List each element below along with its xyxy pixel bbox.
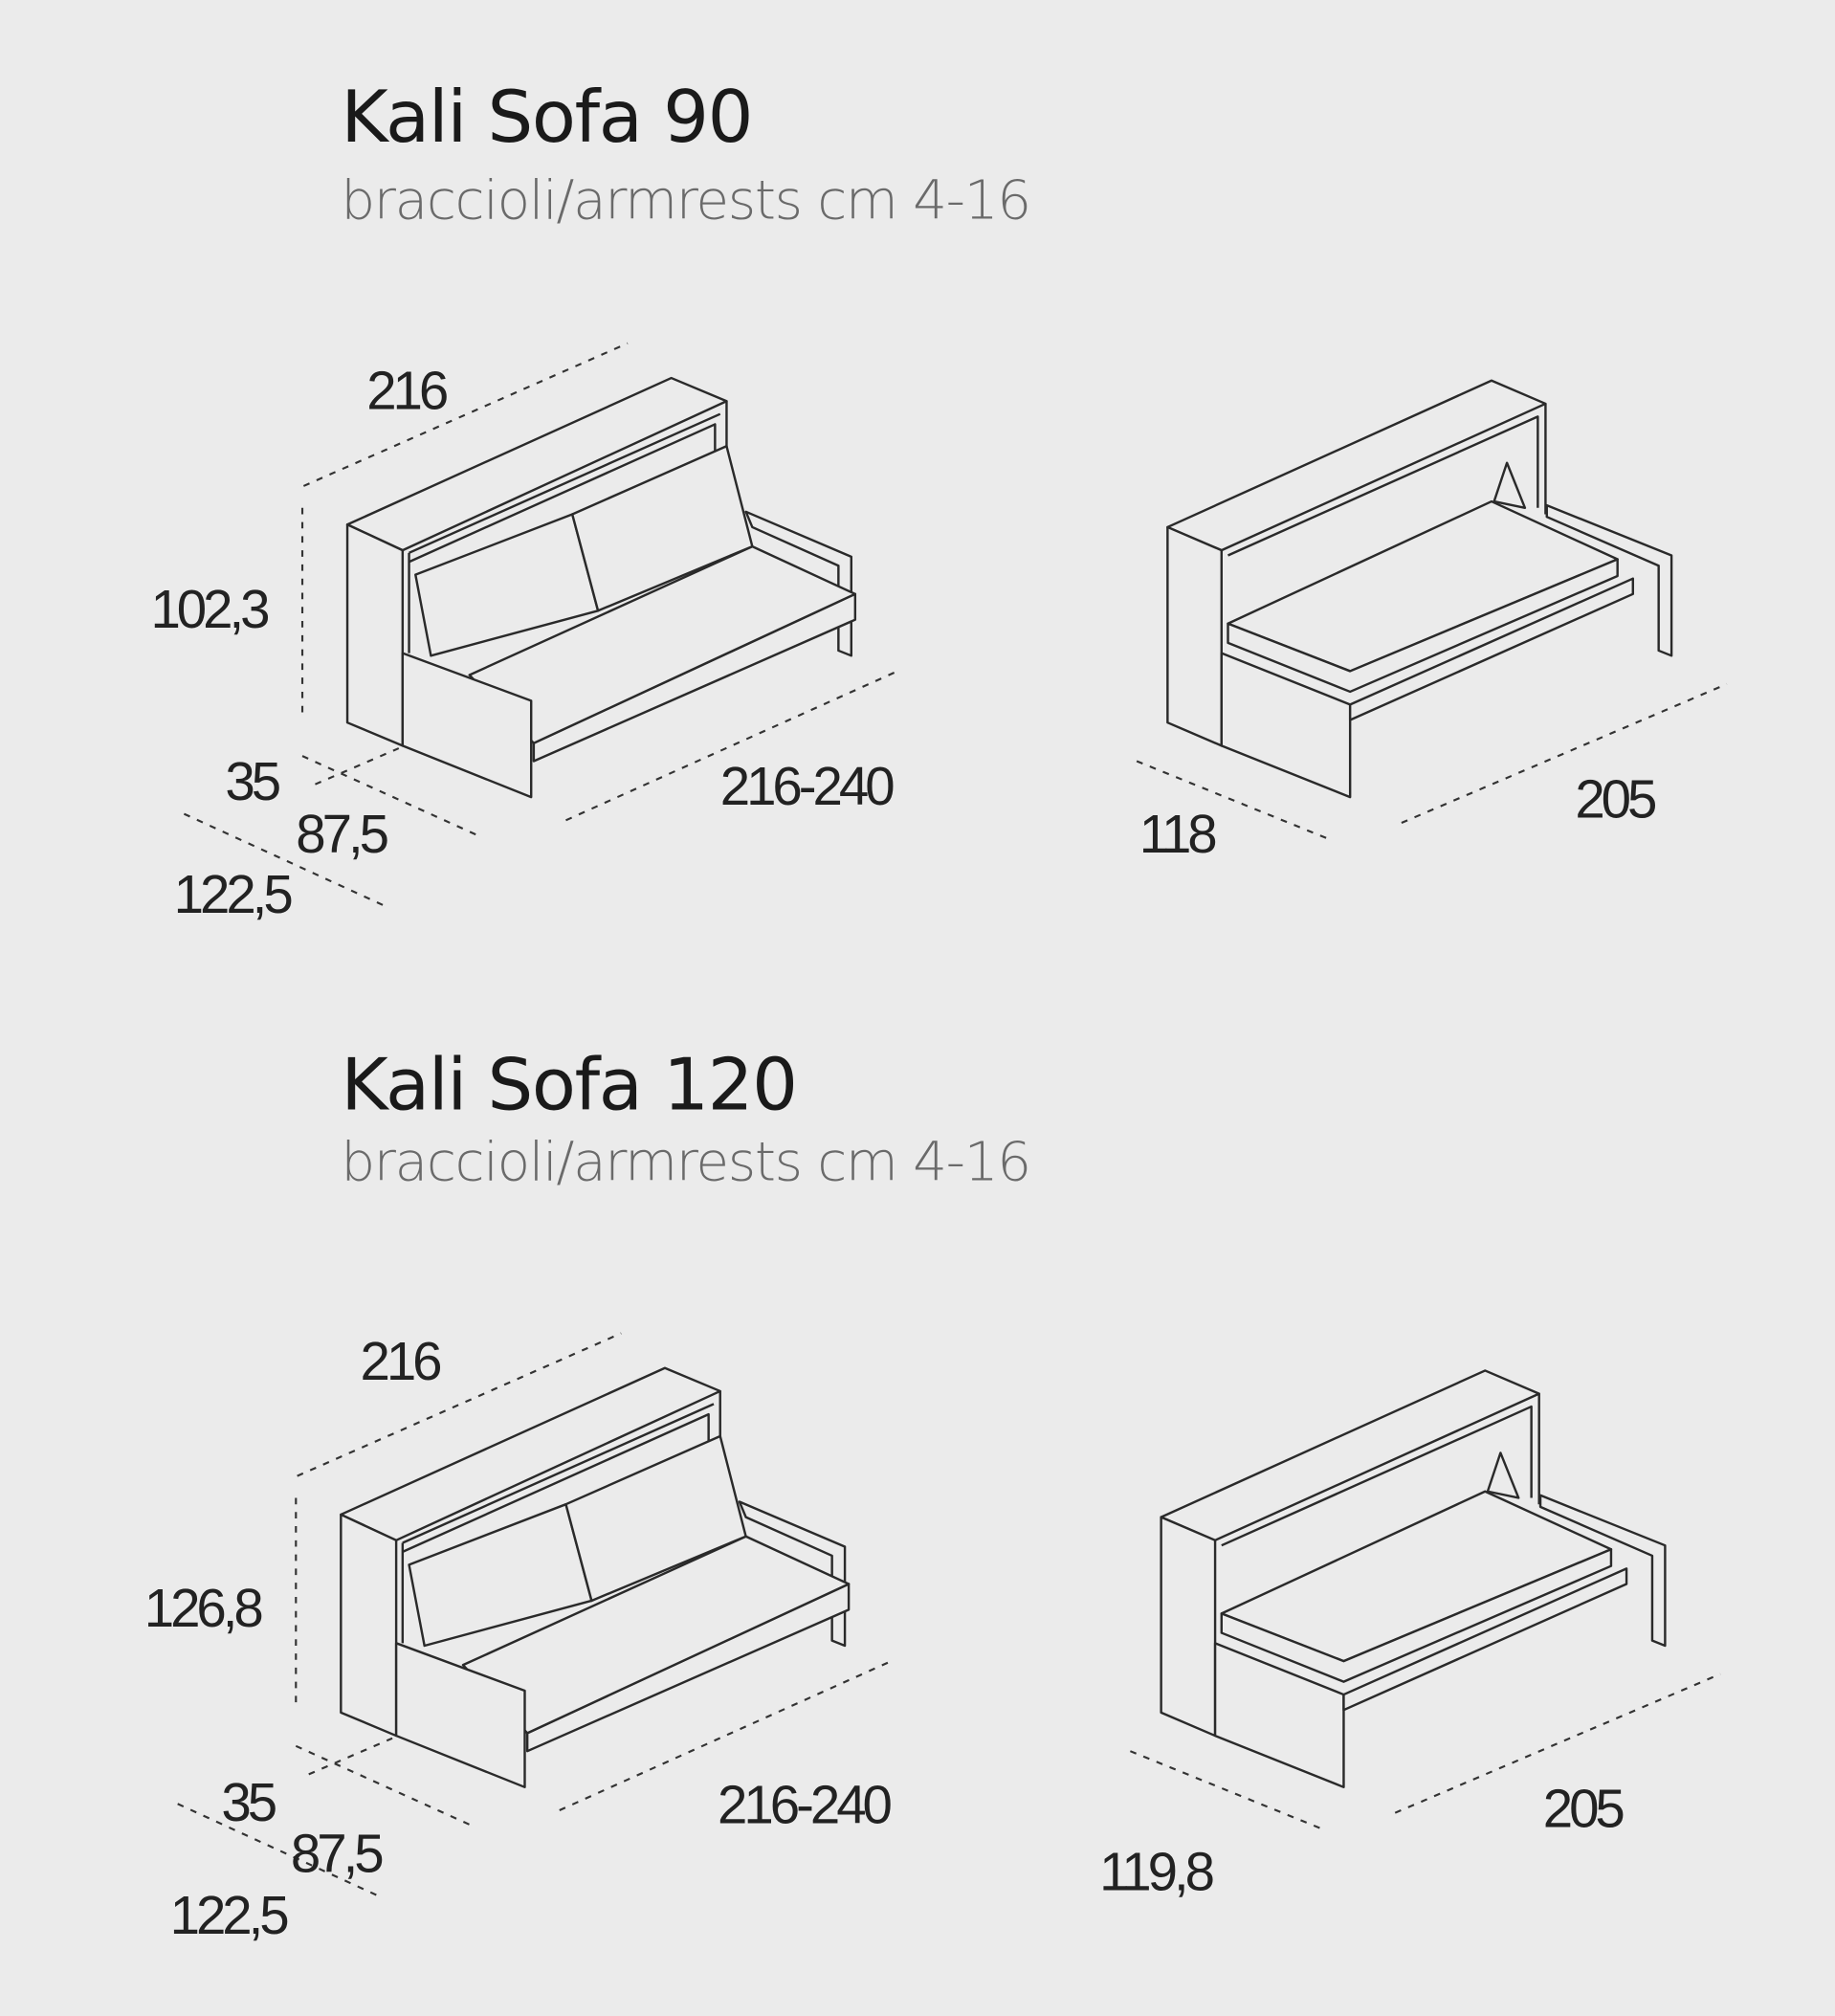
sofa-drawing bbox=[183, 342, 899, 908]
dim-bed-length: 205 bbox=[1543, 1778, 1625, 1838]
dim-depth-total: 122,5 bbox=[170, 1885, 289, 1945]
model-title: Kali Sofa 120 bbox=[341, 1043, 796, 1127]
bed-drawing bbox=[1129, 1369, 1722, 1830]
dim-depth-seat: 87,5 bbox=[296, 804, 387, 864]
dim-bed-depth: 118 bbox=[1139, 804, 1216, 864]
model-kali-sofa-90: Kali Sofa 90 braccioli/armrests cm 4-16 … bbox=[150, 75, 1729, 924]
dim-width-open: 216-240 bbox=[720, 756, 894, 816]
dim-bed-depth: 119,8 bbox=[1099, 1841, 1213, 1901]
dim-bed-length: 205 bbox=[1575, 769, 1656, 830]
dim-height: 102,3 bbox=[150, 579, 268, 639]
dim-depth-cabinet: 35 bbox=[225, 751, 279, 811]
dim-width-top: 216 bbox=[360, 1331, 440, 1391]
model-title: Kali Sofa 90 bbox=[341, 75, 752, 159]
dim-depth-total: 122,5 bbox=[174, 864, 293, 924]
model-subtitle: braccioli/armrests cm 4-16 bbox=[341, 169, 1029, 232]
dim-width-open: 216-240 bbox=[718, 1774, 891, 1834]
dim-depth-cabinet: 35 bbox=[221, 1772, 276, 1832]
dim-height: 126,8 bbox=[144, 1578, 262, 1638]
dim-depth-seat: 87,5 bbox=[291, 1824, 383, 1884]
model-kali-sofa-120: Kali Sofa 120 braccioli/armrests cm 4-16… bbox=[144, 1043, 1722, 1945]
dim-width-top: 216 bbox=[366, 360, 447, 420]
model-subtitle: braccioli/armrests cm 4-16 bbox=[341, 1132, 1029, 1194]
